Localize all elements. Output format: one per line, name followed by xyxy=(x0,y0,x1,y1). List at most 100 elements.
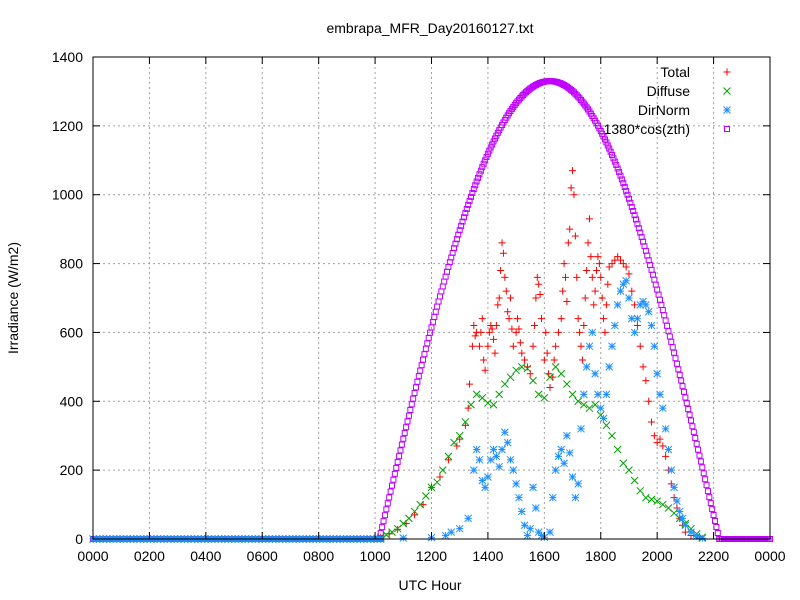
data-point xyxy=(554,328,562,336)
data-point xyxy=(563,431,571,440)
data-point xyxy=(627,314,636,323)
cos-zth-point xyxy=(469,189,476,196)
cos-zth-point xyxy=(455,231,462,238)
cos-zth-point xyxy=(604,142,611,149)
data-point xyxy=(472,445,481,454)
data-point xyxy=(543,349,551,357)
cos-zth-point xyxy=(611,158,618,165)
cos-zth-point xyxy=(697,458,704,465)
data-point xyxy=(563,297,571,305)
data-point xyxy=(529,342,537,350)
cos-zth-point xyxy=(621,183,628,190)
x-tick-label: 0200 xyxy=(134,548,165,564)
cos-zth-point xyxy=(393,464,400,471)
data-point xyxy=(599,414,608,423)
data-point xyxy=(658,500,667,509)
data-point xyxy=(405,514,413,523)
y-tick-label: 1200 xyxy=(52,118,83,134)
data-point xyxy=(388,528,396,536)
cos-zth-point xyxy=(483,154,490,161)
x-tick-label: 1200 xyxy=(416,548,447,564)
cos-zth-point xyxy=(679,383,686,390)
cos-zth-point xyxy=(680,388,687,395)
data-point xyxy=(650,342,659,351)
data-point xyxy=(502,287,510,295)
data-point xyxy=(608,431,616,440)
cos-zth-point xyxy=(633,216,640,223)
cos-zth-point xyxy=(634,220,641,227)
legend-label: 1380*cos(zth) xyxy=(604,121,690,137)
data-point xyxy=(619,459,628,468)
y-tick-label: 1000 xyxy=(52,187,83,203)
cos-zth-point xyxy=(407,406,414,413)
cos-zth-point xyxy=(688,417,695,424)
data-point xyxy=(461,418,470,426)
data-point xyxy=(523,531,532,540)
data-point xyxy=(583,266,591,274)
data-point xyxy=(475,342,483,350)
data-point xyxy=(557,445,566,454)
cos-zth-point xyxy=(675,366,682,373)
data-point xyxy=(582,363,591,371)
cos-zth-point xyxy=(415,373,422,380)
data-point xyxy=(670,483,678,492)
cos-zth-point xyxy=(387,488,394,495)
data-point xyxy=(576,328,584,336)
cos-zth-point xyxy=(635,225,642,232)
cos-zth-point xyxy=(713,524,720,531)
data-point xyxy=(517,363,526,371)
data-point xyxy=(565,449,574,457)
cos-zth-point xyxy=(678,377,685,384)
cos-zth-point xyxy=(417,367,424,374)
data-point xyxy=(559,287,567,295)
data-point xyxy=(581,294,589,302)
data-point xyxy=(520,521,529,530)
cos-zth-point xyxy=(637,229,644,236)
data-point xyxy=(471,332,479,340)
cos-zth-point xyxy=(672,355,679,362)
cos-zth-point xyxy=(711,518,718,525)
data-point xyxy=(604,280,612,288)
data-point xyxy=(461,421,469,429)
data-point xyxy=(608,342,616,351)
legend-marker xyxy=(723,106,731,114)
data-point xyxy=(537,531,546,540)
data-point xyxy=(598,294,606,302)
cos-zth-point xyxy=(706,494,713,501)
cos-zth-point xyxy=(472,182,479,189)
data-point xyxy=(489,400,498,409)
data-point xyxy=(467,400,475,409)
data-point xyxy=(382,531,391,539)
data-point xyxy=(628,287,636,295)
data-point xyxy=(455,524,464,533)
cos-zth-point xyxy=(404,418,411,425)
cos-zth-point xyxy=(623,187,630,194)
data-point xyxy=(622,276,630,285)
data-point xyxy=(538,315,546,323)
x-tick-label: 0000 xyxy=(77,548,108,564)
data-point xyxy=(546,373,554,382)
cos-zth-point xyxy=(709,506,716,513)
data-point xyxy=(490,335,498,343)
data-point xyxy=(597,273,605,281)
data-point xyxy=(650,432,658,440)
data-point xyxy=(416,500,425,509)
cos-zth-point xyxy=(707,500,714,507)
data-point xyxy=(506,294,514,302)
cos-zth-point xyxy=(480,160,487,167)
data-point xyxy=(492,322,500,330)
x-tick-label: 0800 xyxy=(303,548,334,564)
data-point xyxy=(584,239,592,247)
data-point xyxy=(550,356,558,364)
data-point xyxy=(551,466,560,474)
x-axis-label: UTC Hour xyxy=(398,577,461,593)
x-tick-label: 0600 xyxy=(247,548,278,564)
data-point xyxy=(596,404,605,413)
cos-zth-point xyxy=(380,518,387,525)
cos-zth-point xyxy=(613,162,620,169)
cos-zth-point xyxy=(389,482,396,489)
cos-zth-point xyxy=(624,191,631,198)
legend-marker xyxy=(724,126,730,132)
data-point xyxy=(509,466,518,474)
cos-zth-point xyxy=(391,470,398,477)
